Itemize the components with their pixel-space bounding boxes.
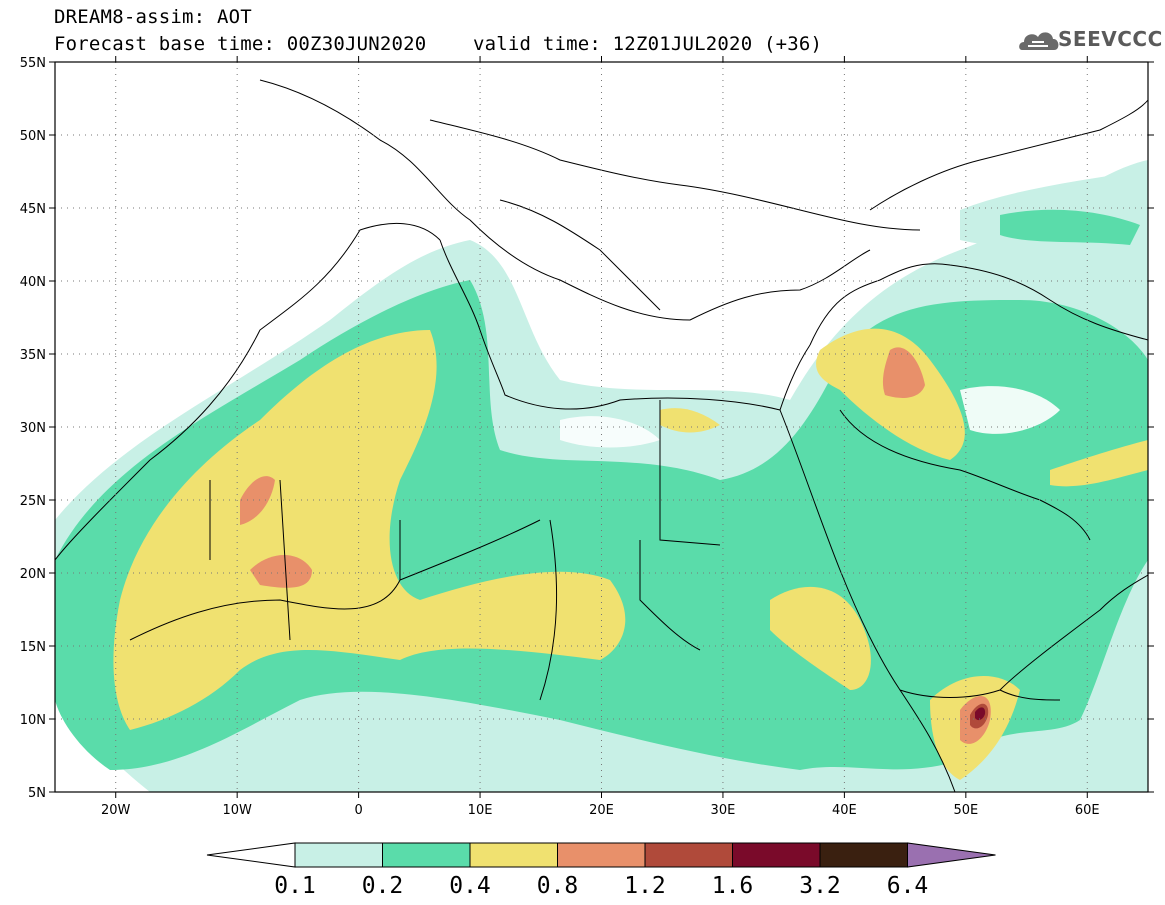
lat-label: 5N	[28, 786, 46, 801]
chart-subtitle: Forecast base time: 00Z30JUN2020 valid t…	[54, 33, 823, 55]
aot-band-1.6	[975, 707, 986, 721]
lat-label: 15N	[20, 640, 46, 655]
lon-label: 20W	[101, 803, 131, 818]
aot-band-0.8-b	[250, 555, 312, 588]
colorbar-segment	[557, 842, 646, 868]
coastlines	[55, 79, 1148, 792]
aot-band-0.4-f	[660, 408, 720, 433]
logo-text: SEEVCCC	[1058, 27, 1163, 51]
lat-label: 20N	[20, 567, 46, 582]
colorbar-label: 0.2	[362, 873, 404, 899]
map-axes: 55N 50N 45N 40N 35N 30N 25N 20N 15N 10N 5N 20W 10W 0 1…	[20, 56, 1154, 818]
colorbar-label: 6.4	[887, 873, 929, 899]
lat-label: 40N	[20, 275, 46, 290]
lon-label: 10E	[468, 803, 493, 818]
clear-area-b	[560, 416, 660, 448]
colorbar-over-triangle	[907, 842, 996, 868]
lat-label: 25N	[20, 494, 46, 509]
lon-label: 60E	[1075, 803, 1100, 818]
colorbar-under-triangle	[206, 842, 296, 868]
colorbar-label: 1.2	[624, 873, 666, 899]
lat-label: 50N	[20, 129, 46, 144]
chart-title: DREAM8-assim: AOT	[54, 6, 252, 28]
aot-band-0.4	[113, 330, 626, 730]
lon-label: 20E	[589, 803, 614, 818]
colorbar-segment	[644, 842, 733, 868]
lat-label: 35N	[20, 348, 46, 363]
aot-band-0.4-e	[1050, 440, 1148, 487]
lon-label: 10W	[222, 803, 252, 818]
aot-band-0.4-c	[770, 586, 871, 690]
lon-label: 40E	[832, 803, 857, 818]
lat-label: 10N	[20, 713, 46, 728]
colorbar-segment	[469, 842, 558, 868]
colorbar-label: 3.2	[799, 873, 841, 899]
colorbar-label: 1.6	[712, 873, 754, 899]
lat-label: 55N	[20, 56, 46, 71]
lat-label: 45N	[20, 202, 46, 217]
lon-label: 0	[354, 803, 362, 818]
colorbar-segment	[382, 842, 471, 868]
lon-label: 50E	[953, 803, 978, 818]
colorbar: 0.1 0.2 0.4 0.8 1.2 1.6 3.2 6.4	[206, 842, 996, 899]
cloud-icon	[1019, 32, 1059, 50]
aot-band-0.8	[240, 476, 275, 525]
colorbar-label: 0.8	[537, 873, 579, 899]
colorbar-segment	[732, 842, 821, 868]
colorbar-segment	[294, 842, 383, 868]
lat-label: 30N	[20, 421, 46, 436]
colorbar-label: 0.1	[274, 873, 316, 899]
colorbar-label: 0.4	[449, 873, 491, 899]
aot-band-0.8-c	[882, 347, 925, 398]
colorbar-segment	[819, 842, 908, 868]
graticule	[55, 62, 1148, 792]
lon-label: 30E	[711, 803, 736, 818]
clear-area	[960, 386, 1060, 434]
aot-band-0.2-b	[1000, 209, 1140, 245]
